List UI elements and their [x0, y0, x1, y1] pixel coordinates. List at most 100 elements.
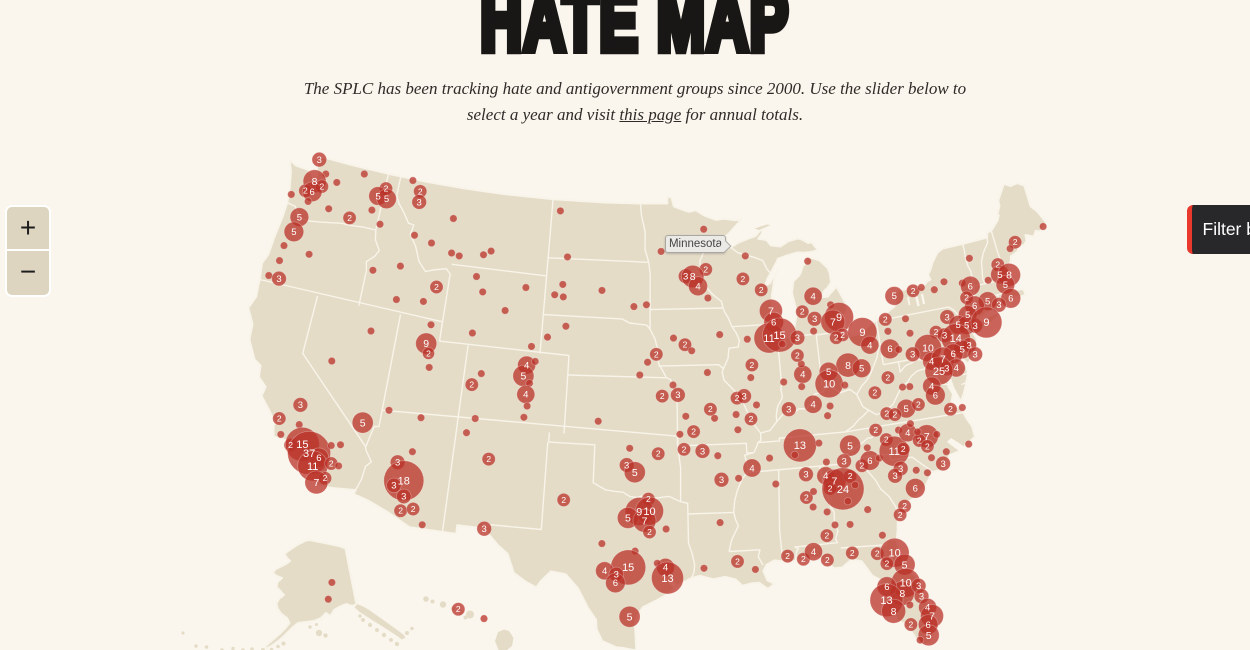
svg-text:2: 2: [303, 186, 308, 196]
svg-text:2: 2: [749, 414, 754, 424]
svg-text:5: 5: [904, 404, 909, 415]
svg-text:2: 2: [795, 350, 800, 360]
svg-text:3: 3: [996, 300, 1001, 311]
svg-text:2: 2: [682, 444, 687, 454]
svg-text:2: 2: [850, 548, 855, 558]
svg-text:2: 2: [323, 473, 328, 483]
svg-text:6: 6: [972, 301, 977, 312]
svg-text:5: 5: [627, 611, 633, 623]
svg-text:9: 9: [983, 317, 989, 329]
svg-text:5: 5: [384, 194, 389, 205]
svg-text:37: 37: [303, 448, 315, 460]
svg-text:14: 14: [950, 333, 962, 345]
svg-text:25: 25: [933, 366, 945, 378]
svg-text:2: 2: [875, 549, 880, 559]
svg-text:9: 9: [859, 327, 865, 339]
svg-text:3: 3: [892, 471, 897, 482]
svg-text:2: 2: [418, 186, 423, 196]
svg-text:2: 2: [347, 213, 352, 223]
svg-text:2: 2: [886, 373, 891, 383]
svg-text:3: 3: [401, 492, 406, 503]
svg-text:4: 4: [867, 340, 872, 351]
svg-text:3: 3: [841, 456, 846, 467]
svg-text:10: 10: [643, 506, 655, 518]
svg-text:24: 24: [837, 484, 849, 496]
svg-text:3: 3: [624, 460, 629, 471]
svg-text:2: 2: [884, 435, 889, 445]
svg-text:2: 2: [925, 441, 930, 451]
svg-text:4: 4: [811, 547, 816, 558]
svg-text:2: 2: [873, 425, 878, 435]
svg-text:7: 7: [768, 306, 774, 318]
svg-text:6: 6: [926, 620, 931, 631]
svg-text:5: 5: [985, 296, 990, 307]
svg-text:8: 8: [891, 606, 897, 618]
svg-text:5: 5: [847, 440, 853, 452]
svg-text:5: 5: [892, 291, 897, 302]
svg-text:2: 2: [893, 410, 898, 420]
svg-text:10: 10: [823, 379, 835, 391]
svg-text:6: 6: [1008, 294, 1013, 305]
svg-text:3: 3: [276, 274, 281, 285]
svg-text:13: 13: [794, 440, 806, 452]
svg-text:7: 7: [313, 477, 319, 489]
svg-text:2: 2: [911, 286, 916, 296]
svg-text:2: 2: [288, 440, 293, 450]
svg-text:6: 6: [968, 281, 973, 292]
svg-text:2: 2: [759, 285, 764, 295]
svg-text:2: 2: [750, 360, 755, 370]
svg-text:2: 2: [647, 527, 652, 537]
svg-text:3: 3: [942, 331, 947, 342]
svg-text:2: 2: [840, 330, 845, 340]
svg-text:2: 2: [834, 333, 839, 343]
svg-text:15: 15: [622, 562, 634, 574]
svg-text:5: 5: [960, 345, 965, 356]
svg-text:2: 2: [320, 182, 325, 192]
svg-text:10: 10: [900, 578, 912, 590]
svg-text:2: 2: [848, 471, 853, 481]
svg-text:2: 2: [434, 282, 439, 292]
svg-text:3: 3: [812, 314, 817, 325]
svg-text:5: 5: [956, 320, 961, 331]
svg-text:2: 2: [329, 459, 334, 469]
svg-text:2: 2: [426, 348, 431, 358]
svg-text:7: 7: [940, 353, 946, 365]
svg-text:4: 4: [749, 463, 754, 474]
svg-text:2: 2: [683, 340, 688, 350]
svg-text:4: 4: [800, 370, 805, 381]
svg-text:5: 5: [1003, 280, 1008, 291]
svg-text:2: 2: [873, 388, 878, 398]
svg-text:4: 4: [823, 471, 828, 482]
svg-text:3: 3: [967, 340, 972, 351]
svg-text:5: 5: [625, 513, 631, 525]
svg-text:4: 4: [929, 357, 934, 368]
svg-text:3: 3: [973, 321, 978, 332]
svg-text:5: 5: [375, 191, 380, 202]
svg-text:4: 4: [905, 428, 910, 439]
svg-text:7: 7: [830, 317, 836, 329]
svg-text:3: 3: [973, 350, 978, 361]
svg-text:5: 5: [297, 212, 302, 223]
svg-text:11: 11: [307, 461, 318, 473]
svg-text:2: 2: [828, 484, 833, 494]
svg-text:5: 5: [520, 371, 526, 383]
svg-text:3: 3: [898, 464, 903, 475]
svg-text:2: 2: [703, 264, 708, 274]
svg-text:7: 7: [642, 515, 648, 527]
svg-text:4: 4: [523, 390, 528, 401]
svg-text:3: 3: [919, 592, 924, 603]
svg-text:2: 2: [948, 404, 953, 414]
svg-text:4: 4: [524, 360, 529, 371]
svg-text:3: 3: [944, 364, 949, 375]
svg-text:4: 4: [810, 292, 815, 303]
svg-text:5: 5: [997, 270, 1002, 281]
svg-text:3: 3: [614, 570, 619, 581]
svg-text:2: 2: [646, 494, 651, 504]
svg-text:3: 3: [795, 333, 800, 344]
svg-text:2: 2: [898, 510, 903, 520]
svg-text:3: 3: [395, 458, 400, 469]
svg-text:2: 2: [995, 260, 1000, 270]
svg-text:7: 7: [831, 475, 837, 487]
svg-text:7: 7: [924, 431, 930, 443]
svg-text:3: 3: [391, 481, 396, 492]
